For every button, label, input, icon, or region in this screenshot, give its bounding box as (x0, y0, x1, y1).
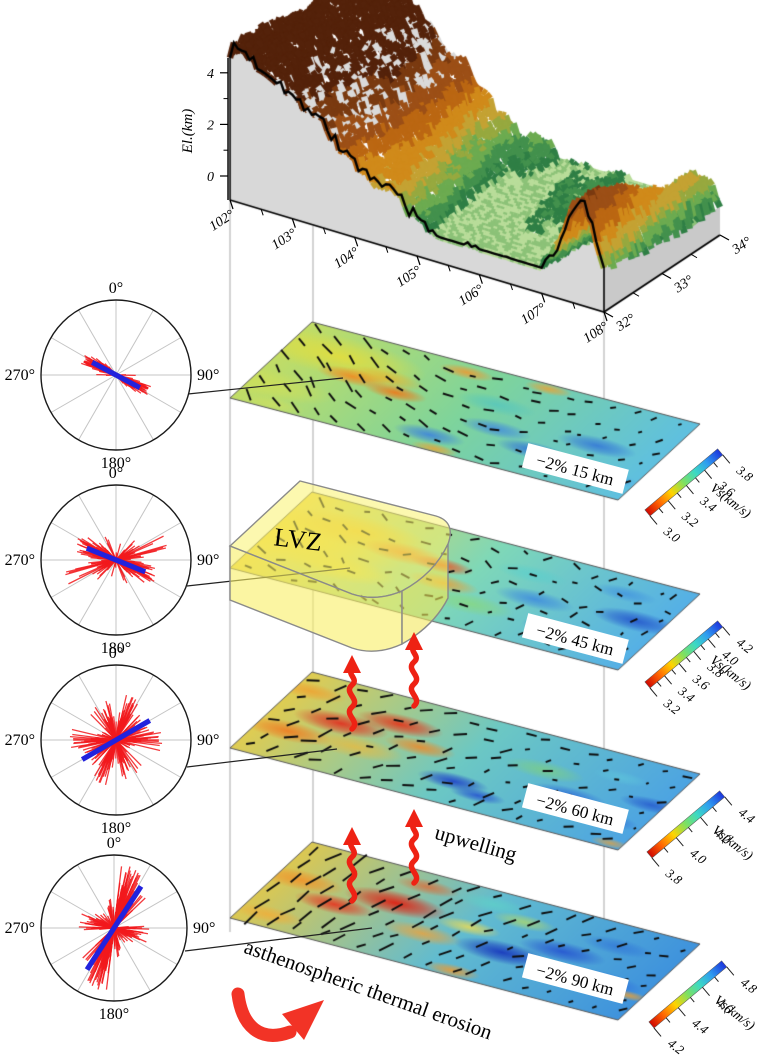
lvz-label: LVZ (272, 522, 323, 557)
elevation-axis-label: El.(km) (180, 109, 196, 155)
connector-line-15km (187, 377, 344, 395)
rose-diagram-90km: 0° 90° 180° 270° (5, 835, 216, 1023)
slice-label-45km: −2% 45 km (521, 613, 629, 664)
elevation-tick-label: 2 (207, 118, 214, 133)
upwelling-arrow-4 (405, 809, 423, 886)
slice-label-box (521, 443, 629, 494)
slice-label-box (521, 953, 629, 1004)
longitude-tick-label: 107° (519, 301, 550, 328)
rose-axis-label: 180° (101, 455, 131, 472)
rose-axis-label: 90° (193, 920, 215, 937)
rose-diagram-60km: 0° 90° 180° 270° (5, 645, 220, 837)
rose-axis-label: 180° (101, 640, 131, 657)
lvz-volume (228, 480, 451, 652)
colorbar-45km: 3.23.43.63.84.04.2 (644, 620, 756, 718)
rose-mean-direction (90, 360, 142, 390)
upwelling-arrow-1 (343, 655, 361, 732)
rose-diagram-15km: 0° 90° 180° 270° (5, 280, 220, 472)
longitude-tick-label: 105° (394, 263, 425, 290)
rose-axis-label: 270° (5, 552, 35, 569)
rose-circle (40, 664, 192, 816)
longitude-tick-label: 108° (581, 319, 612, 346)
colorbar-tick-label: 4.0 (687, 845, 709, 867)
rose-axis-label: 0° (107, 835, 121, 852)
connector-line-90km (184, 927, 373, 952)
rose-axis-label: 90° (197, 367, 219, 384)
upwelling-label: upwelling (432, 820, 520, 866)
rose-axis-label: 270° (5, 732, 35, 749)
longitude-tick-label: 106° (456, 282, 487, 309)
rose-axis-label: 180° (101, 820, 131, 837)
latitude-tick-label: 34° (729, 234, 755, 258)
rose-axis-label: 270° (5, 367, 35, 384)
slice-label-box (521, 613, 629, 664)
rose-mean-direction (85, 545, 147, 575)
colorbar-90km-unit-label: Vs(km/s) (712, 992, 759, 1033)
erosion-label: asthenospheric thermal erosion (241, 934, 496, 1044)
colorbar-tick-label: 3.2 (678, 508, 701, 531)
rose-axis-label: 0° (109, 280, 123, 297)
slice-label-15km: −2% 15 km (521, 443, 629, 494)
colorbar-tick-label: 4.2 (665, 1036, 687, 1058)
slice-label-box (521, 783, 629, 834)
slice-label-60km: −2% 60 km (521, 783, 629, 834)
colorbar-tick-label: 4.8 (738, 975, 760, 997)
thermal-erosion-arrow (231, 987, 324, 1042)
rose-mean-direction (84, 884, 144, 972)
colorbar-tick-label: 3.8 (733, 462, 756, 485)
latitude-tick-label: 33° (671, 273, 697, 297)
rose-circle (40, 299, 192, 451)
rose-axis-label: 270° (5, 920, 35, 937)
rose-axis-label: 180° (99, 1006, 129, 1023)
longitude-tick-label: 103° (269, 226, 300, 253)
colorbar-tick-label: 3.8 (662, 865, 685, 888)
rose-axis-label: 0° (109, 465, 123, 482)
rose-slice-connector-lines (184, 377, 373, 952)
connector-line-60km (186, 748, 338, 768)
rose-circle (40, 854, 188, 1002)
rose-mean-direction (80, 718, 152, 762)
upwelling-arrow-2 (405, 632, 423, 709)
upwelling-arrow-3 (343, 827, 361, 904)
longitude-tick-label: 102° (207, 207, 238, 234)
rose-axis-label: 90° (197, 552, 219, 569)
upwelling-arrows (231, 632, 423, 1042)
colorbar-15km: 3.03.23.43.63.8 (644, 448, 756, 546)
rose-diagram-45km: 0° 90° 180° 270° (5, 465, 220, 657)
colorbars: 3.03.23.43.63.83.23.43.63.84.04.23.84.04… (644, 448, 760, 1058)
rose-axis-label: 0° (109, 645, 123, 662)
elevation-tick-label: 0 (207, 170, 214, 185)
terrain-axes: 4 2 0 102° 103° 104° 105° 106° 107° 108° 32° 33° 34° (207, 58, 755, 347)
rose-axis-label: 90° (197, 732, 219, 749)
rose-circle (40, 484, 192, 636)
colorbar-tick-label: 4.4 (736, 805, 758, 827)
rose-diagrams: 0°90°180°270°0°90°180°270°0°90°180°270°0… (5, 280, 220, 1023)
longitude-tick-label: 104° (332, 245, 363, 272)
colorbar-tick-label: 4.4 (689, 1015, 711, 1037)
colorbar-tick-label: 3.0 (660, 523, 683, 546)
colorbar-60km-unit-label: Vs(km/s) (710, 822, 757, 863)
latitude-tick-label: 32° (613, 311, 639, 335)
elevation-tick-label: 4 (207, 67, 214, 82)
slice-label-90km: −2% 90 km (521, 953, 629, 1004)
